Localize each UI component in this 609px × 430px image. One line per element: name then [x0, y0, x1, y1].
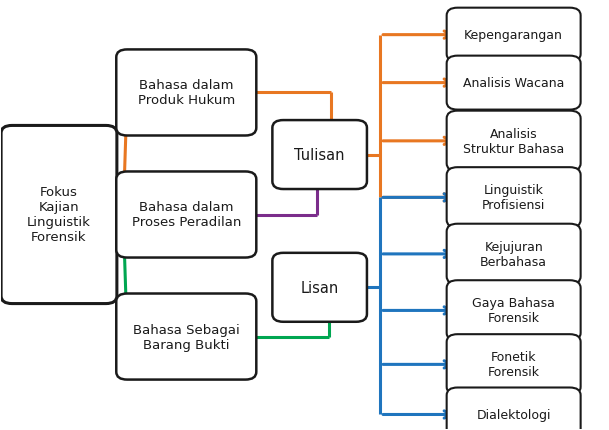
FancyBboxPatch shape: [272, 253, 367, 322]
Text: Fokus
Kajian
Linguistik
Forensik: Fokus Kajian Linguistik Forensik: [27, 186, 91, 244]
Text: Linguistik
Profisiensi: Linguistik Profisiensi: [482, 184, 545, 212]
FancyBboxPatch shape: [1, 126, 117, 304]
Text: Kejujuran
Berbahasa: Kejujuran Berbahasa: [480, 240, 547, 268]
FancyBboxPatch shape: [446, 9, 580, 62]
FancyBboxPatch shape: [272, 121, 367, 190]
FancyBboxPatch shape: [446, 111, 580, 172]
Text: Tulisan: Tulisan: [294, 148, 345, 163]
Text: Analisis
Struktur Bahasa: Analisis Struktur Bahasa: [463, 128, 565, 156]
FancyBboxPatch shape: [446, 335, 580, 395]
Text: Gaya Bahasa
Forensik: Gaya Bahasa Forensik: [472, 297, 555, 325]
FancyBboxPatch shape: [446, 168, 580, 228]
FancyBboxPatch shape: [446, 56, 580, 111]
Text: Dialektologi: Dialektologi: [476, 408, 551, 421]
FancyBboxPatch shape: [446, 281, 580, 341]
Text: Bahasa Sebagai
Barang Bukti: Bahasa Sebagai Barang Bukti: [133, 323, 240, 351]
FancyBboxPatch shape: [446, 387, 580, 430]
Text: Fonetik
Forensik: Fonetik Forensik: [488, 350, 540, 378]
FancyBboxPatch shape: [116, 294, 256, 380]
FancyBboxPatch shape: [116, 172, 256, 258]
Text: Analisis Wacana: Analisis Wacana: [463, 77, 565, 90]
Text: Lisan: Lisan: [300, 280, 339, 295]
Text: Kepengarangan: Kepengarangan: [464, 29, 563, 42]
Text: Bahasa dalam
Produk Hukum: Bahasa dalam Produk Hukum: [138, 79, 235, 107]
Text: Bahasa dalam
Proses Peradilan: Bahasa dalam Proses Peradilan: [132, 201, 241, 229]
FancyBboxPatch shape: [116, 50, 256, 136]
FancyBboxPatch shape: [446, 224, 580, 284]
